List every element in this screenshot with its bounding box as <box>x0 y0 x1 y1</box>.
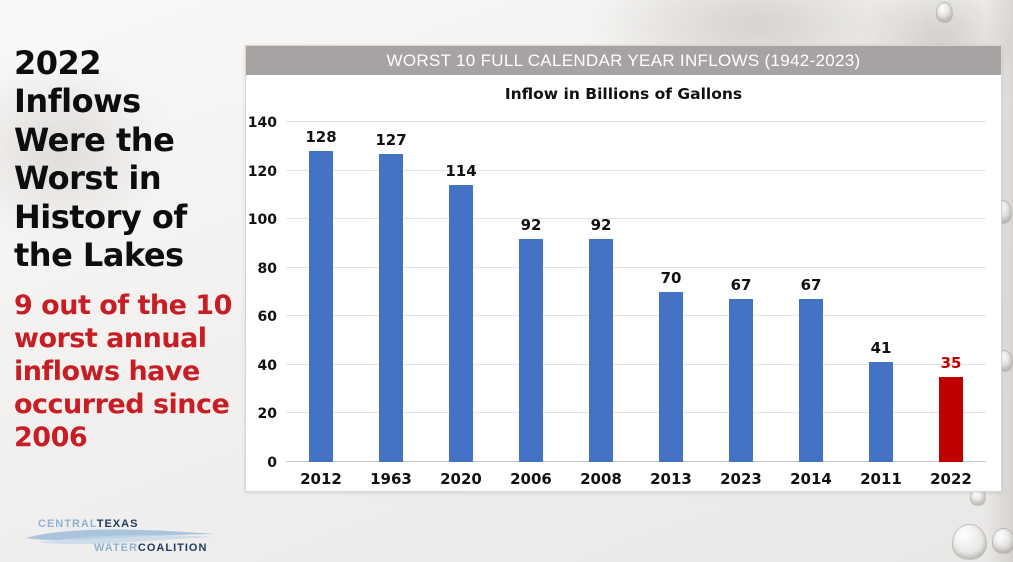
y-axis-tick-label-140: 140 <box>247 115 277 131</box>
bar-2013 <box>659 292 683 462</box>
bar-value-label-2006: 92 <box>520 215 542 234</box>
bar-column-2012: 128 2012 <box>286 122 356 488</box>
x-axis-label-2014: 2014 <box>790 470 832 488</box>
central-texas-water-coalition-logo: CENTRALTEXAS WATERCOALITION <box>26 516 221 560</box>
bar-column-2020: 114 2020 <box>426 122 496 488</box>
bar-value-label-2008: 92 <box>590 215 612 234</box>
logo-word-texas: TEXAS <box>96 518 139 530</box>
logo-line-central-texas: CENTRALTEXAS <box>38 518 138 530</box>
gridline-100 <box>286 218 986 220</box>
x-axis-label-2013: 2013 <box>650 470 692 488</box>
bar-value-label-2022: 35 <box>940 354 962 372</box>
bar-column-2006: 92 2006 <box>496 122 566 488</box>
logo-wave-icon <box>26 529 214 545</box>
x-axis-label-2011: 2011 <box>860 470 902 488</box>
gridline-40 <box>286 363 986 365</box>
gridline-60 <box>286 315 986 317</box>
gridline-20 <box>286 412 986 414</box>
bar-2011 <box>869 362 893 462</box>
logo-line-water-coalition: WATERCOALITION <box>94 542 207 554</box>
x-axis-label-1963: 1963 <box>370 470 412 488</box>
chart-header-bar: WORST 10 FULL CALENDAR YEAR INFLOWS (194… <box>246 46 1001 75</box>
bar-column-2008: 92 2008 <box>566 122 636 488</box>
logo-word-water: WATER <box>94 542 138 554</box>
x-axis-label-2008: 2008 <box>580 470 622 488</box>
bar-column-1963: 127 1963 <box>356 122 426 488</box>
slide-subheadline: 9 out of the 10 worst annual inflows hav… <box>14 290 232 453</box>
bar-value-label-2014: 67 <box>800 276 822 295</box>
bar-value-label-2020: 114 <box>445 162 477 181</box>
gridline-120 <box>286 169 986 171</box>
bar-value-label-2012: 128 <box>305 128 337 147</box>
bar-2020 <box>449 185 473 462</box>
bar-1963 <box>379 153 403 462</box>
bar-value-label-2023: 67 <box>730 276 752 295</box>
water-drop-icon <box>992 528 1013 554</box>
water-drop-icon <box>936 2 953 23</box>
y-axis-tick-label-120: 120 <box>247 163 277 180</box>
bar-2014 <box>799 299 823 462</box>
water-drop-icon <box>952 524 987 560</box>
x-axis-label-2023: 2023 <box>720 470 762 488</box>
y-axis-tick-label-0: 0 <box>267 455 277 471</box>
x-axis-label-2006: 2006 <box>510 470 552 488</box>
bar-column-2023: 67 2023 <box>706 122 776 488</box>
bar-2023 <box>729 299 753 462</box>
bar-column-2014: 67 2014 <box>776 122 846 488</box>
chart-title: Inflow in Billions of Gallons <box>504 85 743 103</box>
logo-word-coalition: COALITION <box>137 542 208 554</box>
bar-column-2013: 70 2013 <box>636 122 706 488</box>
y-axis-tick-label-80: 80 <box>257 260 277 277</box>
bar-value-label-2011: 41 <box>870 339 892 358</box>
x-axis-label-2020: 2020 <box>440 470 482 488</box>
bar-column-2011: 41 2011 <box>846 122 916 488</box>
bar-value-label-1963: 127 <box>375 130 407 149</box>
x-axis-label-2022: 2022 <box>930 470 972 488</box>
y-axis-tick-label-40: 40 <box>257 357 277 374</box>
logo-word-central: CENTRAL <box>38 518 97 530</box>
bar-column-2022: 35 2022 <box>916 122 986 488</box>
bar-2022 <box>939 377 963 462</box>
bar-value-label-2013: 70 <box>660 269 682 287</box>
y-axis-tick-label-60: 60 <box>257 309 277 326</box>
x-axis-label-2012: 2012 <box>300 470 342 488</box>
bar-chart-plot: 0 20 40 60 80 100 120 140 128 2012 127 1963 114 2020 9… <box>248 115 986 488</box>
y-axis-tick-label-20: 20 <box>257 406 277 423</box>
bar-2012 <box>309 151 333 462</box>
gridline-140 <box>286 121 986 122</box>
bar-2008 <box>589 238 613 462</box>
chart-panel: WORST 10 FULL CALENDAR YEAR INFLOWS (194… <box>245 45 1002 492</box>
bar-2006 <box>519 238 543 462</box>
y-axis-tick-label-100: 100 <box>247 212 277 229</box>
slide-headline: 2022 Inflows Were the Worst in History o… <box>14 44 187 274</box>
gridline-0 <box>286 461 986 462</box>
gridline-80 <box>286 266 986 268</box>
